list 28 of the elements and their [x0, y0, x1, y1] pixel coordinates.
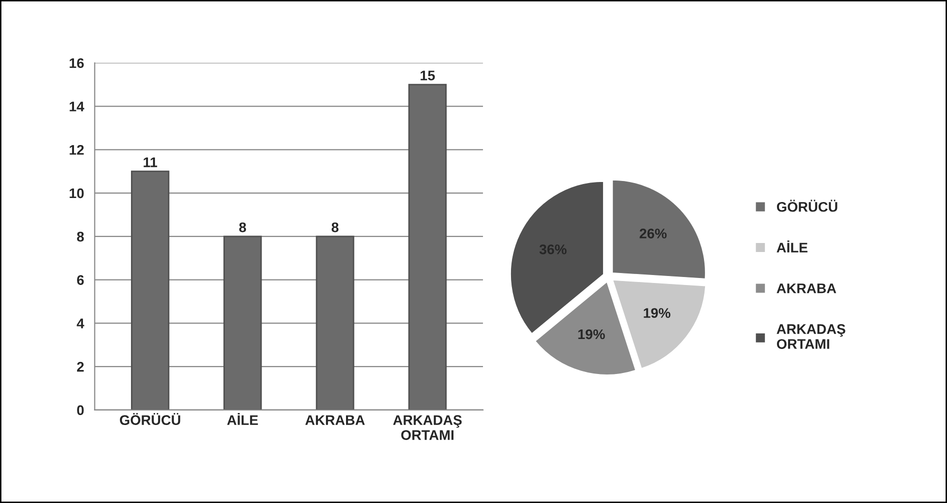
y-tick-label: 10 [70, 188, 84, 198]
bar [130, 170, 170, 410]
y-tick-label: 14 [70, 102, 84, 112]
x-tick-label: ARKADAŞ ORTAMI [393, 415, 462, 440]
legend-label: ARKADAŞ ORTAMI [776, 324, 846, 349]
legend-label: AİLE [776, 240, 808, 252]
data-label: 15 [420, 70, 435, 80]
data-label: 8 [239, 222, 246, 232]
y-tick-label: 16 [70, 58, 84, 68]
data-label: 19% [644, 308, 670, 318]
x-tick-label: GÖRÜCÜ [120, 413, 180, 426]
x-tick-label: AİLE [227, 413, 258, 425]
legend-label: GÖRÜCÜ [776, 200, 838, 212]
data-label: 8 [332, 222, 338, 232]
bar [316, 236, 354, 410]
data-label: 11 [144, 158, 158, 168]
bar [223, 236, 262, 410]
legend-label: AKRABA [776, 284, 836, 294]
y-tick-label: 0 [77, 405, 84, 416]
data-label: 19% [578, 329, 605, 340]
y-tick-label: 2 [77, 362, 84, 372]
bar [408, 84, 447, 410]
y-tick-label: 8 [77, 232, 84, 242]
y-tick-label: 6 [77, 275, 84, 285]
data-label: 26% [640, 228, 667, 238]
x-tick-label: AKRABA [305, 415, 365, 425]
y-tick-label: 12 [70, 144, 84, 155]
y-tick-label: 4 [76, 318, 84, 328]
